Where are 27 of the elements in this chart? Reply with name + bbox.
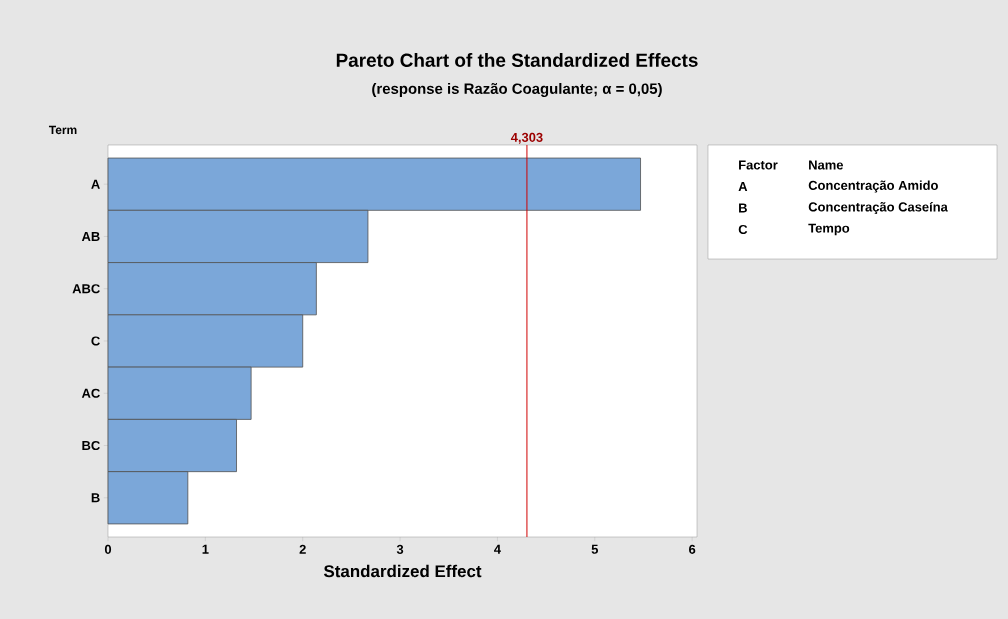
text: Concentração Caseína [808,201,948,215]
y-tick-label: A [91,179,100,189]
text: Factor [739,160,778,170]
chart-subtitle: (response is Razão Coagulante; α = 0,05) [372,82,662,97]
x-tick-label: 1 [202,544,209,554]
text: B [739,203,747,213]
y-tick-label: B [91,493,100,503]
ref-line-label: 4,303 [510,132,543,144]
y-tick-label: C [91,336,100,346]
x-tick-label: 6 [689,544,696,554]
x-tick-label: 4 [494,544,501,554]
text: Concentração Amido [808,180,938,193]
text: A [738,182,748,191]
y-tick-label: AC [81,388,100,398]
y-tick-label: ABC [72,284,100,294]
text: C [738,224,748,235]
text: Tempo [808,223,850,236]
chart-title: Pareto Chart of the Standardized Effects [336,53,698,67]
x-axis-title: Standardized Effect [323,564,482,578]
y-tick-label: BC [82,440,100,451]
x-tick-label: 0 [104,544,112,554]
x-tick-label: 5 [591,544,599,554]
y-tick-label: AB [81,232,100,241]
x-tick-label: 2 [299,544,306,554]
x-tick-label: 3 [396,544,404,554]
text: Name [809,160,844,170]
y-axis-title: Term [48,125,77,135]
